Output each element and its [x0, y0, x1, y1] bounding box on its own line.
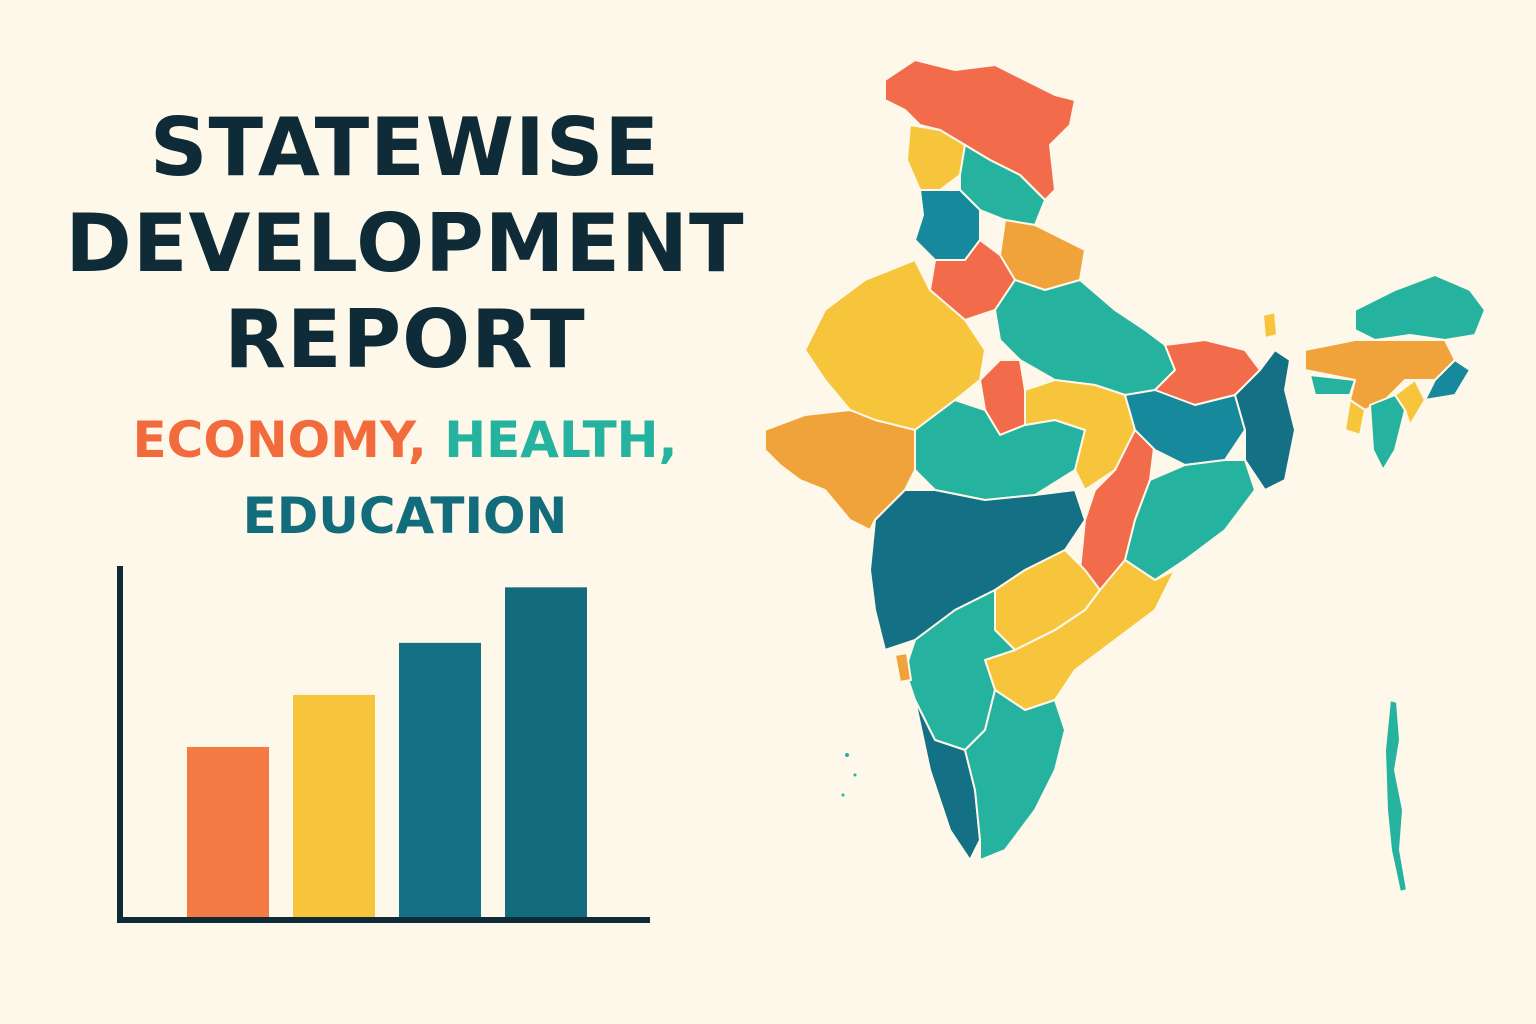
- map-region-lakshadweep-2: [851, 771, 859, 779]
- subtitle-education: EDUCATION: [242, 487, 568, 545]
- bar-group: [187, 587, 587, 917]
- map-region-lakshadweep-1: [843, 751, 851, 759]
- bar-1: [187, 746, 269, 917]
- bar-2: [293, 694, 375, 917]
- map-region-punjab: [914, 189, 981, 261]
- map-region-assam: [1304, 339, 1456, 411]
- map-region-odisha: [1124, 459, 1256, 581]
- bar-4: [505, 587, 587, 917]
- map-region-meghalaya: [1309, 374, 1356, 396]
- map-region-mp-east: [1024, 379, 1136, 491]
- india-map: [764, 59, 1486, 893]
- map-region-tripura: [1344, 399, 1366, 436]
- map-region-andaman: [1384, 699, 1408, 893]
- map-region-west-bengal: [1234, 349, 1296, 491]
- map-region-north: [884, 59, 1076, 201]
- map-region-mizoram: [1369, 394, 1406, 471]
- map-region-rajasthan: [804, 259, 986, 431]
- title-block: STATEWISE DEVELOPMENT REPORT ECONOMY, HE…: [40, 100, 770, 554]
- map-region-manipur: [1394, 379, 1426, 426]
- map-region-nagaland: [1424, 359, 1471, 401]
- bar-3: [399, 642, 481, 917]
- subtitle-health: HEALTH,: [444, 411, 678, 469]
- subtitle-economy: ECONOMY,: [132, 411, 427, 469]
- map-region-arunachal: [1354, 274, 1486, 341]
- map-region-tamil-nadu: [964, 689, 1066, 861]
- map-region-sikkim: [1262, 311, 1278, 339]
- map-region-himachal: [906, 124, 966, 191]
- title-line-2: DEVELOPMENT: [65, 197, 745, 290]
- bar-chart: [117, 566, 650, 923]
- map-region-lakshadweep-3: [839, 791, 847, 799]
- title-line-1: STATEWISE: [149, 101, 661, 194]
- subtitle: ECONOMY, HEALTH, EDUCATION: [40, 402, 770, 554]
- title-line-3: REPORT: [224, 293, 586, 386]
- map-region-goa: [894, 652, 912, 683]
